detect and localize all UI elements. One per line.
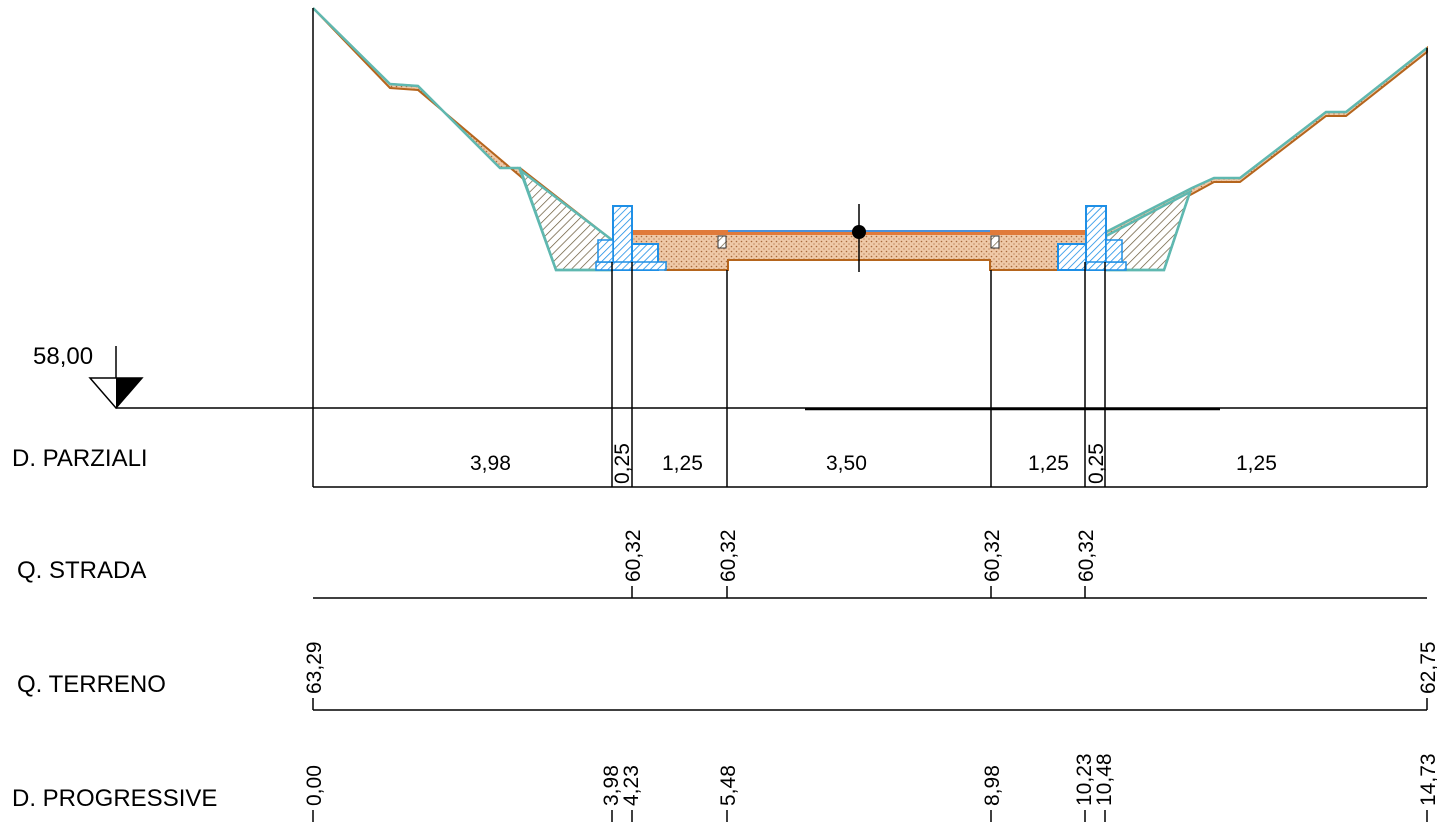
strada-value: 60,32 bbox=[981, 529, 1004, 582]
left-kerb-fill bbox=[597, 239, 614, 263]
parziali-value: 1,25 bbox=[662, 452, 703, 475]
strada-ticks bbox=[631, 586, 1086, 598]
right-kerb-base bbox=[1057, 243, 1087, 271]
progressive-value: 8,98 bbox=[981, 765, 1004, 806]
left-kerb bbox=[612, 205, 633, 271]
progressive-value: 10,48 bbox=[1093, 753, 1116, 806]
right-joint-marker bbox=[990, 235, 1000, 249]
progressive-value: 4,23 bbox=[620, 765, 643, 806]
parziali-value: 3,50 bbox=[826, 452, 867, 475]
progressive-value: 5,48 bbox=[717, 765, 740, 806]
progressive-value: 10,23 bbox=[1073, 753, 1096, 806]
progressive-ticks bbox=[312, 810, 1428, 822]
row-label-progressive: D. PROGRESSIVE bbox=[12, 785, 217, 812]
right-slope-edge bbox=[1105, 47, 1428, 234]
left-joint-marker bbox=[717, 235, 727, 249]
right-kerb-fill bbox=[1105, 239, 1123, 263]
left-kerb-foot bbox=[595, 261, 667, 271]
row-label-parziali: D. PARZIALI bbox=[12, 445, 148, 472]
terreno-value: 63,29 bbox=[303, 641, 326, 694]
strada-value: 60,32 bbox=[1075, 529, 1098, 582]
parziali-value: 1,25 bbox=[1236, 452, 1277, 475]
parziali-value: 1,25 bbox=[1028, 452, 1069, 475]
parziali-value: 0,25 bbox=[1085, 443, 1108, 484]
progressive-value: 14,73 bbox=[1417, 753, 1437, 806]
progressive-value: 3,98 bbox=[600, 765, 623, 806]
axis-point bbox=[852, 225, 866, 239]
section-profile bbox=[312, 7, 1428, 272]
parziali-value: 3,98 bbox=[470, 452, 511, 475]
strada-value: 60,32 bbox=[717, 529, 740, 582]
parziali-value: 0,25 bbox=[611, 443, 634, 484]
progressive-value: 0,00 bbox=[303, 765, 326, 806]
datum-value: 58,00 bbox=[33, 343, 93, 370]
row-label-strada: Q. STRADA bbox=[17, 557, 146, 584]
right-kerb-foot bbox=[1085, 261, 1127, 271]
frame-lines bbox=[116, 8, 1428, 711]
row-label-terreno: Q. TERRENO bbox=[17, 671, 166, 698]
terreno-ticks bbox=[312, 698, 1428, 710]
terreno-value: 62,75 bbox=[1417, 641, 1437, 694]
left-slope-edge bbox=[312, 7, 612, 272]
datum-symbol: 58,00 bbox=[33, 343, 144, 410]
right-kerb bbox=[1085, 205, 1107, 271]
strada-value: 60,32 bbox=[622, 529, 645, 582]
